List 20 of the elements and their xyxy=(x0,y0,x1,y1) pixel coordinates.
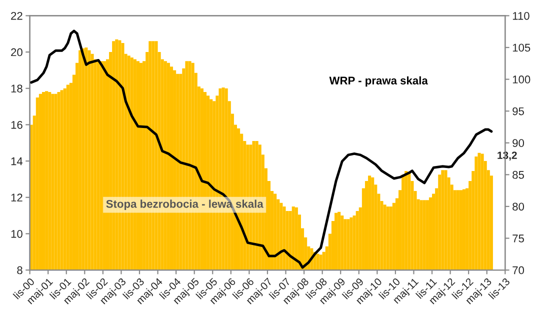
y2-tick-label: 110 xyxy=(512,12,530,20)
y2-tick-label: 105 xyxy=(512,44,530,52)
y-tick-label: 14 xyxy=(11,157,23,166)
y2-tick-label: 75 xyxy=(512,234,524,242)
y-tick-label: 16 xyxy=(11,120,22,129)
y2-tick-label: 95 xyxy=(512,107,524,116)
annotation: 13,2 xyxy=(498,152,517,161)
y-tick-label: 8 xyxy=(17,266,22,274)
y2-tick-label: 85 xyxy=(512,170,524,179)
text: WRP - prawa skala xyxy=(329,76,428,87)
y-tick-label: 18 xyxy=(11,84,22,93)
y2-tick-label: 80 xyxy=(512,202,524,211)
y2-tick-label: 90 xyxy=(512,139,524,148)
y-tick-label: 10 xyxy=(11,230,22,238)
line-series xyxy=(30,30,493,269)
y-tick-label: 12 xyxy=(11,194,22,202)
y-tick-label: 20 xyxy=(11,48,22,56)
y2-tick-label: 70 xyxy=(512,266,524,274)
y2-tick-label: 100 xyxy=(512,76,530,84)
y-tick-label: 22 xyxy=(11,12,22,20)
